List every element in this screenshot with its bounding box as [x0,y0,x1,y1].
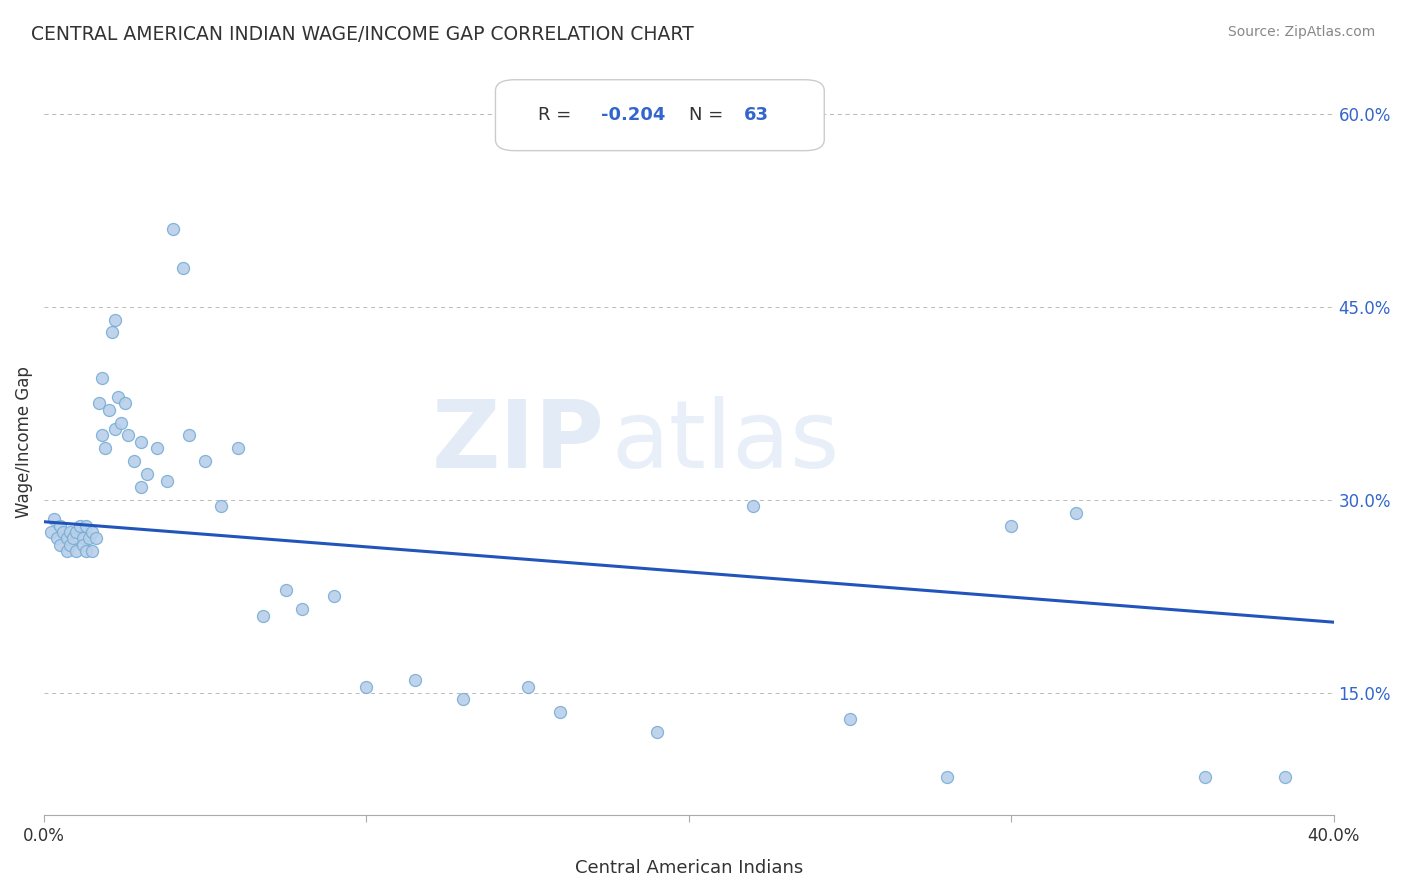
Point [356,680,378,694]
Point [291,602,314,616]
Point [65,524,87,539]
Point [1274,770,1296,784]
Text: -0.204: -0.204 [602,106,665,124]
Text: 63: 63 [744,106,769,124]
Point [82,544,104,558]
Point [101,326,124,340]
Point [1064,506,1087,520]
Point [62,532,84,546]
Point [82,524,104,539]
Point [77,532,100,546]
Point [117,428,139,442]
Point [104,312,127,326]
Point [323,590,346,604]
Point [516,680,538,694]
Point [104,422,127,436]
Point [55,532,77,546]
Point [107,390,129,404]
Text: N =: N = [689,106,728,124]
Point [179,428,201,442]
Point [136,467,159,482]
Point [46,532,69,546]
Point [49,538,72,552]
Point [69,518,91,533]
Point [274,582,297,597]
Point [91,370,114,384]
Point [110,416,132,430]
Point [839,712,862,726]
Point [146,442,169,456]
Point [72,538,94,552]
FancyBboxPatch shape [495,79,824,151]
Point [59,524,82,539]
Point [1194,770,1216,784]
Point [97,402,120,417]
Point [1000,518,1022,533]
Point [55,544,77,558]
Point [451,692,474,706]
Point [75,518,97,533]
Point [548,706,571,720]
Text: R =: R = [538,106,576,124]
Text: atlas: atlas [612,396,839,488]
Point [94,442,117,456]
Point [65,544,87,558]
Point [129,480,152,494]
Point [935,770,957,784]
Point [645,724,668,739]
Point [52,524,75,539]
Point [742,500,765,514]
X-axis label: Central American Indians: Central American Indians [575,859,803,877]
Point [91,428,114,442]
Point [87,396,110,410]
Text: CENTRAL AMERICAN INDIAN WAGE/INCOME GAP CORRELATION CHART: CENTRAL AMERICAN INDIAN WAGE/INCOME GAP … [31,25,693,44]
Point [129,434,152,449]
Y-axis label: Wage/Income Gap: Wage/Income Gap [15,366,32,518]
Point [162,222,184,236]
Point [72,532,94,546]
Point [226,442,249,456]
Point [124,454,146,468]
Point [39,524,62,539]
Point [156,474,179,488]
Point [75,544,97,558]
Point [42,512,65,526]
Point [49,518,72,533]
Point [114,396,136,410]
Point [172,261,194,276]
Point [59,538,82,552]
Point [84,532,107,546]
Point [194,454,217,468]
Text: ZIP: ZIP [432,396,605,488]
Text: Source: ZipAtlas.com: Source: ZipAtlas.com [1227,25,1375,39]
Point [404,673,426,687]
Point [209,500,232,514]
Point [252,608,274,623]
